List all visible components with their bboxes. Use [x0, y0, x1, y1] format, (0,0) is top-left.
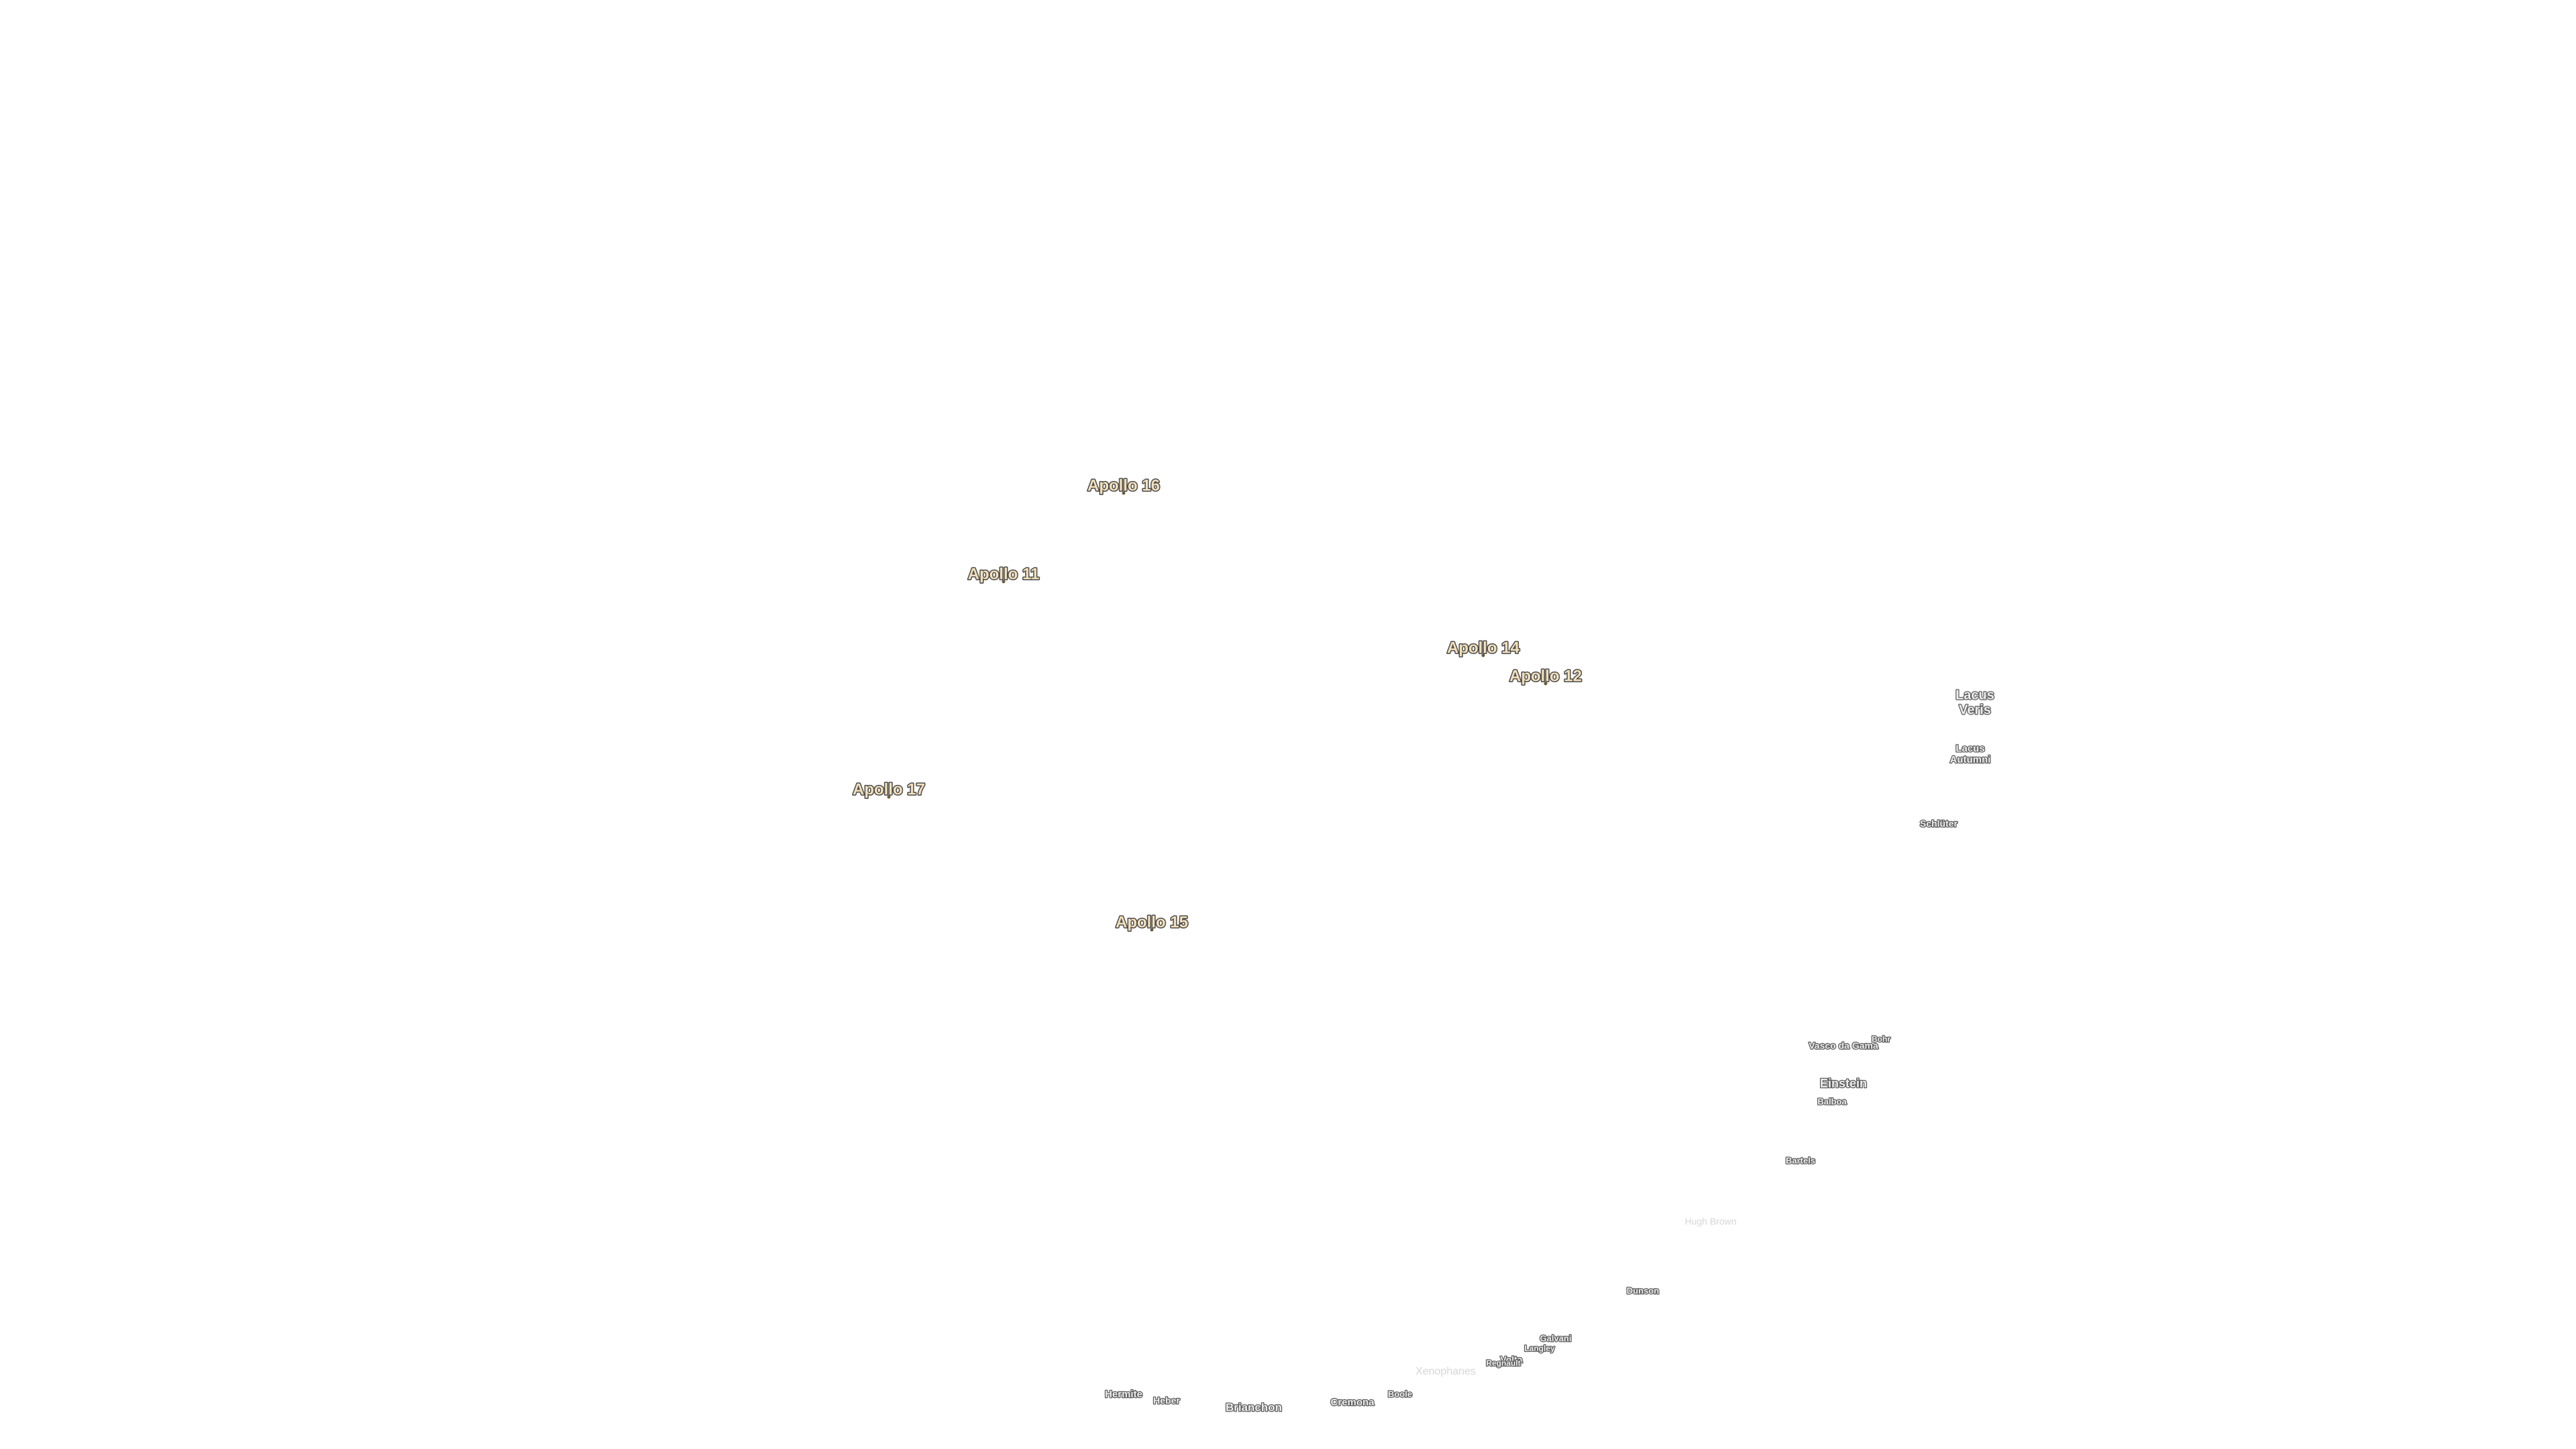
feature-label: Xenophanes — [1415, 1366, 1476, 1377]
site-label: Apollo 12 — [1509, 667, 1582, 685]
feature-label: Volta — [1500, 1354, 1522, 1365]
feature-label: Autumni — [1950, 754, 1991, 765]
feature: Galvani — [1539, 1332, 1572, 1344]
feature-label: Langley — [1524, 1344, 1555, 1353]
feature-label: Dunson — [1627, 1285, 1659, 1295]
site-marker — [1481, 653, 1485, 657]
site-marker — [887, 795, 891, 799]
feature: Volta — [1499, 1353, 1523, 1366]
feature-label: Bartels — [1786, 1155, 1815, 1165]
feature-label: Balboa — [1817, 1096, 1847, 1106]
site-marker — [1150, 928, 1154, 932]
feature: Bartels — [1785, 1155, 1817, 1167]
feature: Hugh Brown — [1684, 1216, 1736, 1227]
landing-site: Apollo 12 — [1508, 666, 1582, 686]
feature: Einstein — [1819, 1076, 1868, 1091]
feature-label: Lacus — [1955, 688, 1994, 702]
feature-label: Lacus — [1955, 743, 1984, 755]
feature: Dunson — [1626, 1285, 1660, 1297]
site-marker — [1544, 682, 1548, 686]
feature-label: Regnault — [1486, 1358, 1520, 1368]
landing-site: Apollo 14 — [1446, 638, 1521, 658]
feature: Boole — [1387, 1388, 1413, 1400]
feature: Heber — [1152, 1394, 1181, 1407]
site-label: Apollo 17 — [853, 780, 925, 798]
site-marker — [1002, 580, 1006, 584]
feature-label: Hugh Brown — [1684, 1216, 1736, 1227]
feature: Vasco da Gama — [1808, 1039, 1879, 1052]
feature-label: Boole — [1388, 1389, 1412, 1399]
feature-label: Heber — [1153, 1395, 1180, 1406]
feature: Brianchon — [1225, 1400, 1283, 1415]
feature-label: Schlüter — [1920, 818, 1958, 829]
feature: Balboa — [1817, 1095, 1848, 1108]
feature-label: Veris — [1959, 702, 1991, 717]
feature-label: Vasco da Gama — [1809, 1040, 1878, 1051]
feature: Regnault — [1485, 1358, 1521, 1369]
feature-label: Hermite — [1105, 1389, 1142, 1400]
feature-label: Galvani — [1540, 1333, 1572, 1343]
landing-site: Apollo 16 — [1086, 476, 1161, 496]
feature-label: Brianchon — [1226, 1401, 1282, 1413]
feature: Schlüter — [1919, 817, 1959, 830]
feature: Xenophanes — [1415, 1366, 1476, 1377]
feature-label: Cremona — [1330, 1397, 1375, 1408]
site-label: Apollo 15 — [1116, 913, 1188, 931]
feature: Langley — [1523, 1343, 1556, 1354]
site-label: Apollo 11 — [968, 565, 1040, 583]
landing-site: Apollo 15 — [1114, 912, 1189, 932]
site-label: Apollo 16 — [1087, 476, 1160, 494]
landing-site: Apollo 17 — [851, 780, 926, 800]
site-marker — [1122, 491, 1126, 495]
landing-site: Apollo 11 — [967, 564, 1040, 584]
feature-label: Einstein — [1820, 1077, 1867, 1090]
site-label: Apollo 14 — [1447, 639, 1520, 657]
feature: Cremona — [1330, 1396, 1375, 1409]
feature: Hermite — [1104, 1388, 1143, 1401]
feature-label: Bohr — [1872, 1034, 1890, 1044]
feature: Bohr — [1871, 1034, 1892, 1045]
